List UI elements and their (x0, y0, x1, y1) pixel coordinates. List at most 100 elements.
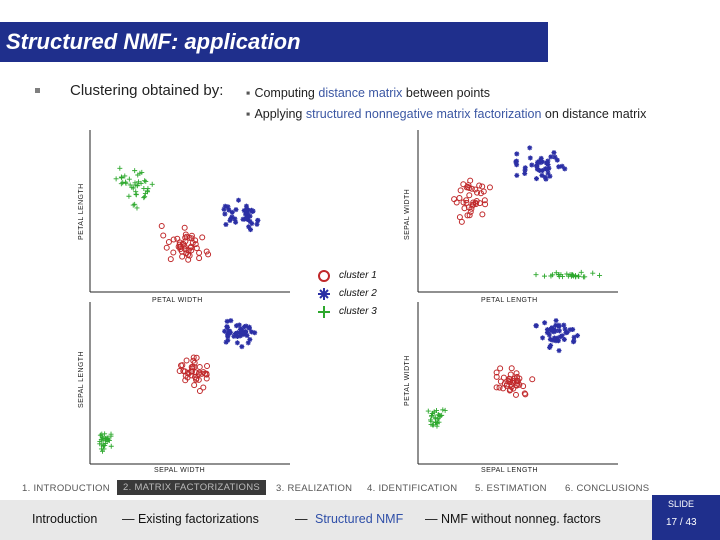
sub-bullet-dot: ▪ (246, 107, 251, 121)
scatter-point (551, 335, 557, 341)
scatter-point (457, 187, 464, 194)
scatter-point (472, 186, 479, 193)
scatter-point (118, 181, 124, 187)
scatter-point (234, 334, 240, 340)
scatter-point (100, 443, 106, 449)
scatter-point (222, 328, 228, 334)
scatter-point (188, 247, 195, 254)
scatter-point (590, 270, 596, 276)
scatter-point (104, 439, 110, 445)
scatter-point (534, 163, 540, 169)
subsection-nonneg[interactable]: — NMF without nonneg. factors (425, 512, 601, 526)
scatter-point (533, 323, 539, 329)
scatter-point (205, 251, 212, 258)
sub-bullet-dot: ▪ (246, 86, 251, 100)
scatter-point (99, 448, 105, 454)
scatter-point (243, 323, 249, 329)
scatter-point (222, 203, 228, 209)
scatter-point (237, 333, 243, 339)
scatter-point (177, 243, 184, 250)
scatter-point (236, 197, 242, 203)
scatter-point (569, 272, 575, 278)
scatter-point (553, 318, 559, 324)
scatter-point (132, 168, 138, 174)
scatter-point (556, 348, 562, 354)
scatter-point (137, 170, 143, 176)
section-5[interactable]: 5. ESTIMATION (475, 483, 547, 494)
scatter-point (99, 431, 105, 437)
scatter-point (179, 253, 186, 260)
subsection-introduction[interactable]: Introduction (32, 512, 98, 526)
scatter-point (138, 180, 144, 186)
scatter-point (196, 363, 203, 370)
scatter-point (456, 214, 463, 221)
scatter-point (247, 219, 253, 225)
scatter-point (500, 374, 507, 381)
scatter-point (200, 384, 207, 391)
section-2[interactable]: 2. MATRIX FACTORIZATIONS (117, 480, 267, 495)
scatter-point (130, 202, 136, 208)
scatter-point (195, 371, 202, 378)
legend-plus-icon (318, 306, 330, 318)
section-4[interactable]: 4. IDENTIFICATION (367, 483, 458, 494)
scatter-point (433, 420, 439, 426)
scatter-point (225, 333, 231, 339)
scatter-point (570, 326, 576, 332)
scatter-point (513, 370, 520, 377)
scatter-point (149, 181, 155, 187)
scatter-point (542, 174, 548, 180)
scatter-point (243, 203, 249, 209)
scatter-point (108, 431, 114, 437)
scatter-point (158, 222, 165, 229)
slide-title: Structured NMF: application (6, 29, 301, 54)
scatter-point (575, 273, 581, 279)
scatter-point (571, 334, 577, 340)
scatter-point (199, 234, 206, 241)
section-6[interactable]: 6. CONCLUSIONS (565, 483, 650, 494)
scatter-point (508, 365, 515, 372)
scatter-point (134, 182, 140, 188)
scatter-point (553, 270, 559, 276)
slide-label: SLIDE (668, 499, 695, 509)
scatter-point (554, 157, 560, 163)
scatter-point (480, 188, 487, 195)
scatter-point (486, 184, 493, 191)
scatter-point (133, 191, 139, 197)
scatter-point (186, 234, 193, 241)
scatter-point (537, 158, 543, 164)
scatter-point (466, 185, 473, 192)
scatter-point (203, 370, 210, 377)
sub-bullet-2-text-b: on distance matrix (541, 107, 647, 121)
scatter-point (467, 177, 474, 184)
scatter-point (222, 211, 228, 217)
scatter-point (181, 224, 188, 231)
scatter-point (551, 150, 557, 156)
scatter-point (233, 207, 239, 213)
section-1[interactable]: 1. INTRODUCTION (22, 483, 110, 494)
subsection-existing[interactable]: — Existing factorizations (122, 512, 259, 526)
scatter-point (141, 195, 147, 201)
scatter-point (113, 176, 119, 182)
subsection-structured-nmf[interactable]: Structured NMF (315, 512, 404, 526)
scatter-point (179, 362, 186, 369)
scatter-point (142, 194, 148, 200)
scatter-point (542, 320, 548, 326)
scatter-point (228, 318, 234, 324)
scatter-point (177, 246, 184, 253)
scatter-point (122, 173, 128, 179)
scatter-point (533, 272, 539, 278)
scatter-point (430, 422, 436, 428)
scatter-point (529, 376, 536, 383)
scatter-point (428, 413, 434, 419)
scatter-point (255, 217, 261, 223)
scatter-point (225, 337, 231, 343)
scatter-point (425, 408, 431, 414)
scatter-point (226, 328, 232, 334)
section-3[interactable]: 3. REALIZATION (276, 483, 353, 494)
scatter-point (527, 145, 533, 151)
panel-3-xlabel: SEPAL WIDTH (154, 467, 206, 474)
scatter-point (229, 209, 235, 215)
scatter-point (435, 416, 441, 422)
scatter-point (538, 155, 544, 161)
scatter-point (544, 327, 550, 333)
